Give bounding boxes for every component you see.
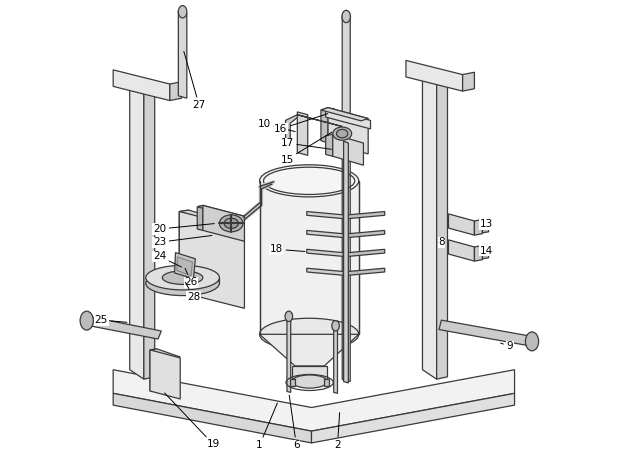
Polygon shape [130,77,144,379]
Polygon shape [292,366,327,381]
Ellipse shape [80,311,93,330]
Ellipse shape [260,165,359,197]
Polygon shape [297,112,308,155]
Polygon shape [203,205,244,241]
Polygon shape [179,210,244,228]
Polygon shape [150,349,157,391]
Polygon shape [297,115,342,126]
Ellipse shape [219,215,243,232]
Text: 27: 27 [184,51,206,110]
Polygon shape [321,108,368,121]
Ellipse shape [285,311,293,322]
Polygon shape [348,230,384,238]
Polygon shape [177,257,193,276]
Polygon shape [178,11,187,98]
Text: 14: 14 [480,246,493,256]
Polygon shape [285,115,297,143]
Polygon shape [326,109,371,129]
Polygon shape [260,334,359,366]
Polygon shape [422,67,437,379]
Polygon shape [307,211,343,218]
Ellipse shape [146,266,219,290]
Text: 19: 19 [164,393,220,449]
Polygon shape [348,211,384,218]
Polygon shape [260,181,359,334]
Polygon shape [328,108,368,154]
Polygon shape [437,75,447,379]
Polygon shape [334,326,338,393]
Polygon shape [197,205,244,218]
Polygon shape [348,249,384,256]
Polygon shape [290,379,295,386]
Text: 28: 28 [186,283,200,302]
Polygon shape [150,350,180,399]
Polygon shape [85,316,161,339]
Polygon shape [113,393,312,443]
Polygon shape [146,278,219,283]
Polygon shape [326,134,333,156]
Polygon shape [482,249,488,259]
Polygon shape [307,249,343,256]
Text: 17: 17 [280,138,331,149]
Ellipse shape [260,318,359,351]
Text: 10: 10 [258,119,295,132]
Text: 15: 15 [280,132,332,164]
Ellipse shape [224,218,239,228]
Polygon shape [312,393,515,443]
Ellipse shape [178,6,187,18]
Polygon shape [463,72,475,91]
Polygon shape [439,320,533,346]
Polygon shape [482,223,488,233]
Text: 20: 20 [153,224,214,234]
Text: 13: 13 [480,219,493,229]
Text: 26: 26 [184,268,197,287]
Polygon shape [326,109,334,117]
Ellipse shape [292,375,327,388]
Text: 9: 9 [501,341,513,351]
Ellipse shape [342,10,351,23]
Text: 24: 24 [153,251,181,267]
Text: 18: 18 [270,244,305,254]
Ellipse shape [336,129,348,138]
Polygon shape [449,240,475,261]
Polygon shape [342,16,350,381]
Polygon shape [113,70,170,101]
Polygon shape [307,268,343,276]
Polygon shape [179,211,244,308]
Polygon shape [406,60,463,91]
Polygon shape [150,349,180,358]
Polygon shape [307,230,343,238]
Ellipse shape [332,321,340,331]
Polygon shape [475,219,482,235]
Polygon shape [197,205,203,230]
Polygon shape [324,379,330,386]
Polygon shape [475,246,482,261]
Polygon shape [179,210,189,292]
Ellipse shape [525,332,539,351]
Text: 6: 6 [289,395,300,450]
Text: 23: 23 [153,236,212,247]
Polygon shape [321,108,328,143]
Polygon shape [144,84,155,379]
Polygon shape [174,253,196,278]
Polygon shape [170,82,182,101]
Text: 1: 1 [256,403,277,450]
Ellipse shape [146,271,219,295]
Polygon shape [113,370,515,431]
Polygon shape [287,317,291,392]
Text: 2: 2 [334,413,341,450]
Text: 25: 25 [95,315,127,325]
Ellipse shape [333,127,351,140]
Polygon shape [344,141,348,383]
Polygon shape [449,214,475,235]
Text: 16: 16 [274,114,328,134]
Text: 8: 8 [438,237,445,247]
Ellipse shape [163,271,203,285]
Polygon shape [333,134,363,165]
Polygon shape [348,268,384,276]
